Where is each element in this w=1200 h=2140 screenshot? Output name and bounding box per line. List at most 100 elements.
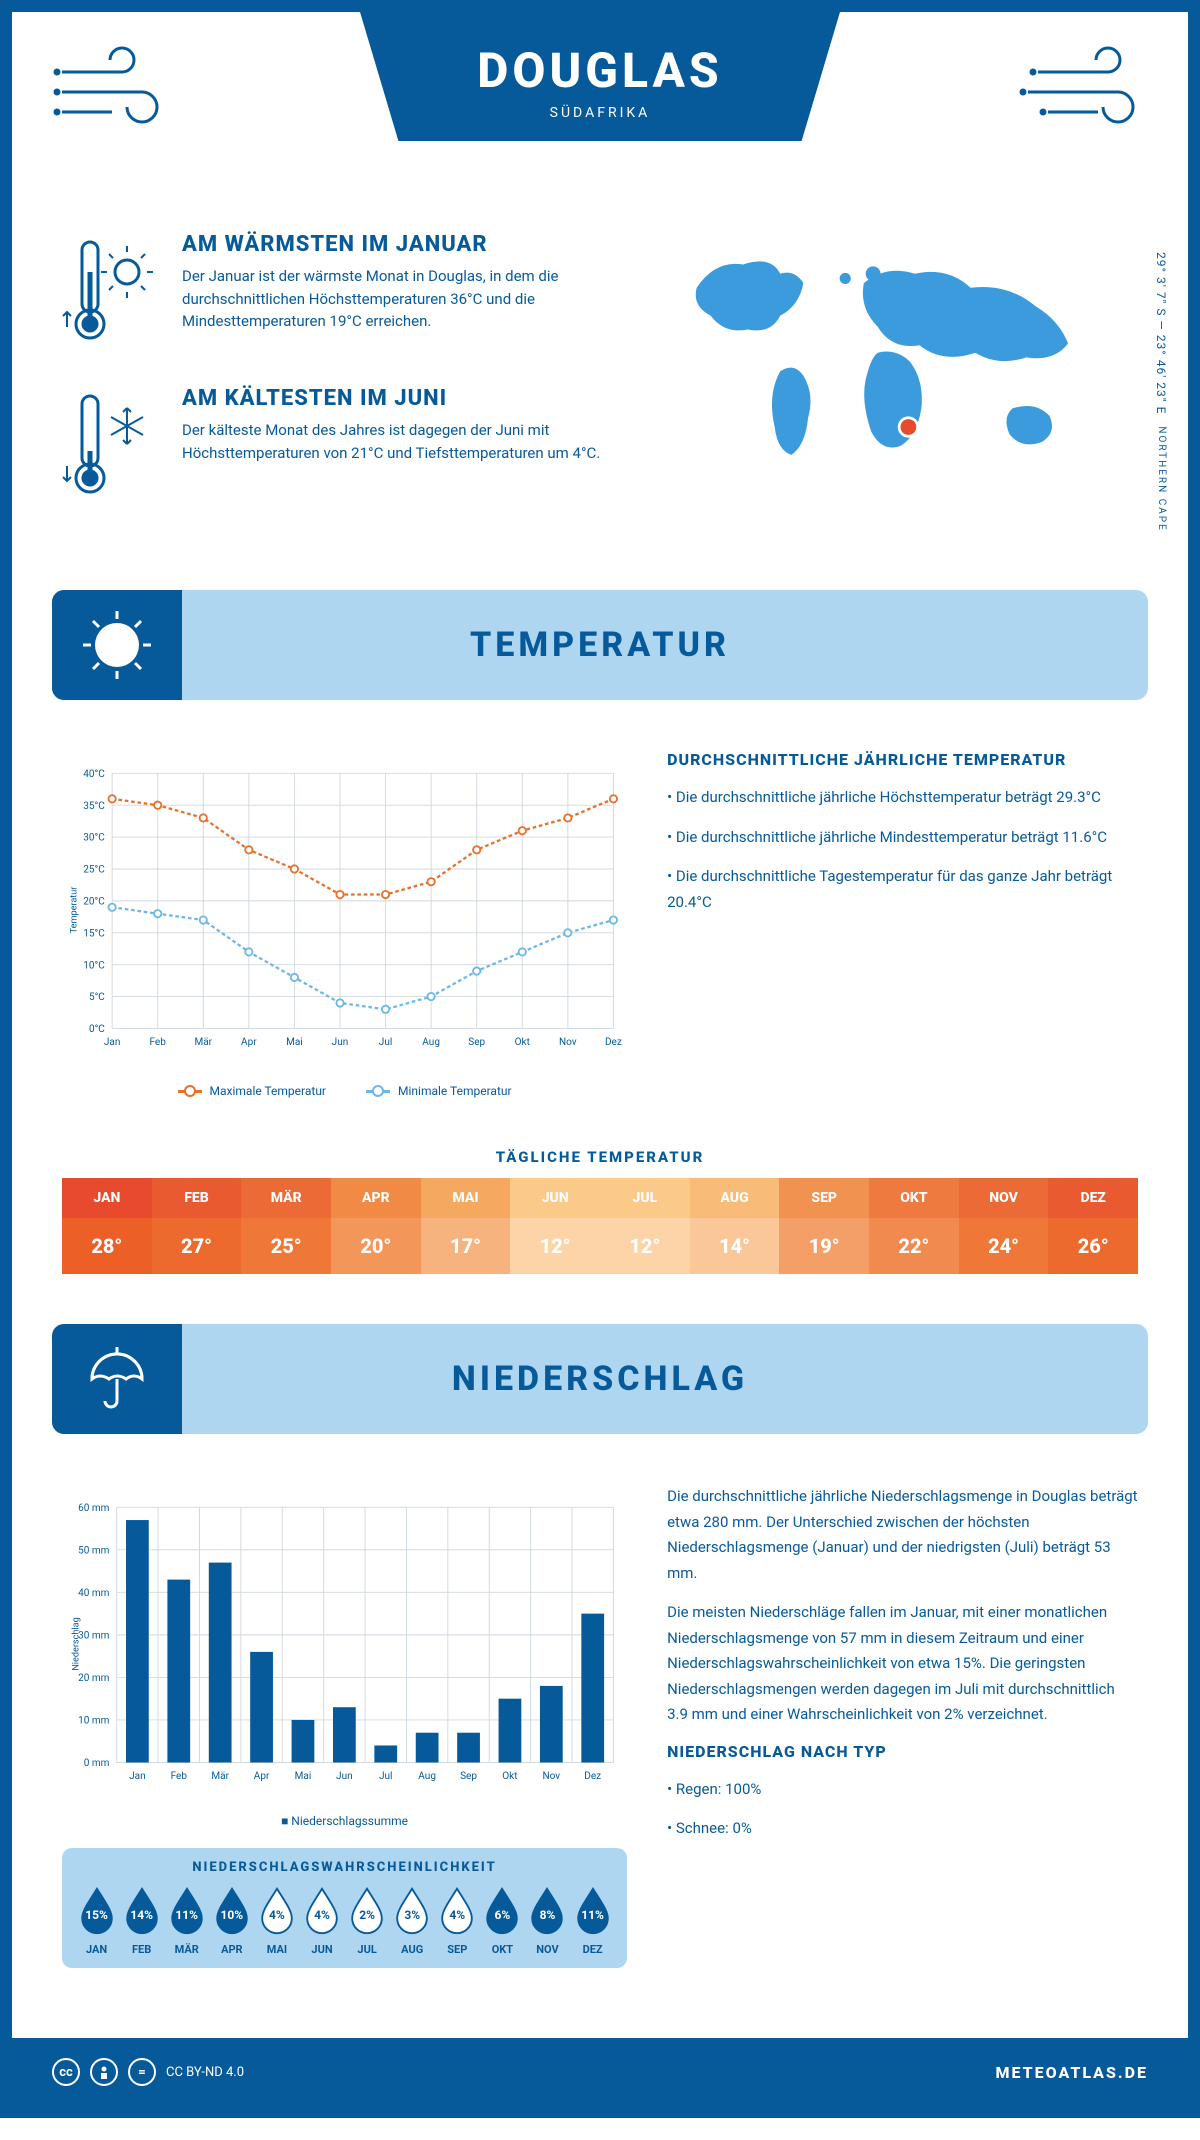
svg-text:Temperatur: Temperatur [70, 887, 80, 934]
warmest-heading: AM WÄRMSTEN IM JANUAR [182, 232, 605, 257]
site-name: METEOATLAS.DE [995, 2063, 1148, 2082]
svg-text:Jan: Jan [129, 1771, 146, 1782]
section-title: TEMPERATUR [470, 625, 730, 665]
svg-text:25°C: 25°C [83, 865, 105, 876]
drop-item: 15%JAN [74, 1885, 119, 1956]
temp-cell: APR20° [331, 1178, 421, 1274]
svg-text:30°C: 30°C [83, 833, 105, 844]
temp-cell: MÄR25° [241, 1178, 331, 1274]
svg-text:35°C: 35°C [83, 801, 105, 812]
header: DOUGLAS SÜDAFRIKA [12, 12, 1188, 232]
svg-text:Feb: Feb [150, 1037, 167, 1048]
precipitation-bar-chart: 0 mm10 mm20 mm30 mm40 mm50 mm60 mmNieder… [62, 1484, 627, 1804]
svg-text:Aug: Aug [418, 1771, 436, 1782]
temp-cell: SEP19° [779, 1178, 869, 1274]
svg-text:Mär: Mär [211, 1771, 229, 1782]
drop-item: 4%SEP [435, 1885, 480, 1956]
thermometer-cold-icon [62, 386, 162, 510]
svg-text:60 mm: 60 mm [78, 1503, 110, 1514]
svg-text:Sep: Sep [460, 1771, 477, 1782]
temp-chart-legend: .legend-item:nth-child(1) .legend-sw::af… [62, 1084, 627, 1098]
temp-summary-text: DURCHSCHNITTLICHE JÄHRLICHE TEMPERATUR •… [667, 750, 1138, 1098]
daily-temp-title: TÄGLICHE TEMPERATUR [12, 1148, 1188, 1166]
section-title: NIEDERSCHLAG [452, 1359, 748, 1399]
section-header-precipitation: NIEDERSCHLAG [52, 1324, 1148, 1434]
precip-summary-text: Die durchschnittliche jährliche Niedersc… [667, 1484, 1138, 1968]
wind-icon [52, 42, 192, 146]
svg-text:Okt: Okt [515, 1037, 530, 1048]
coldest-heading: AM KÄLTESTEN IM JUNI [182, 386, 605, 411]
cc-icon: cc [52, 2058, 80, 2086]
precip-probability-box: NIEDERSCHLAGSWAHRSCHEINLICHKEIT 15%JAN14… [62, 1848, 627, 1968]
temp-cell: OKT22° [869, 1178, 959, 1274]
svg-text:Okt: Okt [502, 1771, 517, 1782]
umbrella-icon [52, 1324, 182, 1434]
svg-text:50 mm: 50 mm [78, 1545, 110, 1556]
daily-temp-table: JAN28°FEB27°MÄR25°APR20°MAI17°JUN12°JUL1… [62, 1178, 1138, 1274]
svg-text:Mär: Mär [194, 1037, 212, 1048]
footer: cc = CC BY-ND 4.0 METEOATLAS.DE [12, 2038, 1188, 2106]
svg-text:Jul: Jul [379, 1771, 392, 1782]
page-subtitle: SÜDAFRIKA [360, 105, 840, 121]
svg-text:0 mm: 0 mm [84, 1758, 110, 1769]
drop-item: 8%NOV [525, 1885, 570, 1956]
wind-icon [1008, 42, 1148, 146]
svg-text:Jun: Jun [332, 1037, 349, 1048]
svg-text:Mai: Mai [295, 1771, 312, 1782]
drop-item: 2%JUL [345, 1885, 390, 1956]
section-header-temperature: TEMPERATUR [52, 590, 1148, 700]
svg-text:Jan: Jan [104, 1037, 121, 1048]
svg-text:10°C: 10°C [83, 960, 105, 971]
svg-text:Jul: Jul [379, 1037, 392, 1048]
svg-text:0°C: 0°C [89, 1024, 105, 1035]
svg-text:Nov: Nov [543, 1771, 561, 1782]
drop-item: 3%AUG [390, 1885, 435, 1956]
svg-text:30 mm: 30 mm [78, 1631, 110, 1642]
svg-text:40°C: 40°C [83, 769, 105, 780]
svg-text:20°C: 20°C [83, 897, 105, 908]
svg-text:20 mm: 20 mm [78, 1673, 110, 1684]
page-title: DOUGLAS [360, 42, 840, 99]
temp-cell: FEB27° [152, 1178, 242, 1274]
precip-chart-legend: ■ Niederschlagssumme [62, 1814, 627, 1828]
temp-cell: DEZ26° [1048, 1178, 1138, 1274]
drop-item: 10%APR [209, 1885, 254, 1956]
temperature-line-chart: 0°C 5°C 10°C 15°C 20°C 25°C 30°C 35°C 40°C Jan Feb… [62, 750, 627, 1070]
svg-text:Nov: Nov [559, 1037, 577, 1048]
license-text: CC BY-ND 4.0 [166, 2065, 244, 2080]
warmest-body: Der Januar ist der wärmste Monat in Doug… [182, 265, 605, 333]
sun-icon [52, 590, 182, 700]
world-map [645, 232, 1138, 492]
svg-text:Apr: Apr [241, 1037, 257, 1048]
temp-cell: MAI17° [421, 1178, 511, 1274]
svg-text:Mai: Mai [286, 1037, 303, 1048]
temp-cell: AUG14° [690, 1178, 780, 1274]
temp-cell: NOV24° [959, 1178, 1049, 1274]
temp-cell: JUN12° [510, 1178, 600, 1274]
title-banner: DOUGLAS SÜDAFRIKA [360, 12, 840, 141]
drop-item: 11%MÄR [164, 1885, 209, 1956]
temp-cell: JUL12° [600, 1178, 690, 1274]
svg-text:Dez: Dez [584, 1771, 601, 1782]
drop-item: 11%DEZ [570, 1885, 615, 1956]
svg-text:Aug: Aug [422, 1037, 440, 1048]
nd-icon: = [128, 2058, 156, 2086]
temp-cell: JAN28° [62, 1178, 152, 1274]
warmest-block: AM WÄRMSTEN IM JANUAR Der Januar ist der… [62, 232, 605, 356]
coordinates: 29° 3' 7" S — 23° 46' 23" E NORTHERN CAP… [1154, 252, 1168, 532]
svg-text:Jun: Jun [336, 1771, 353, 1782]
svg-text:Niederschlag: Niederschlag [71, 1617, 81, 1670]
coldest-body: Der kälteste Monat des Jahres ist dagege… [182, 419, 605, 464]
drop-item: 14%FEB [119, 1885, 164, 1956]
coldest-block: AM KÄLTESTEN IM JUNI Der kälteste Monat … [62, 386, 605, 510]
svg-text:Apr: Apr [254, 1771, 270, 1782]
svg-text:5°C: 5°C [89, 992, 105, 1003]
svg-text:10 mm: 10 mm [78, 1716, 110, 1727]
svg-text:15°C: 15°C [83, 928, 105, 939]
drop-item: 4%JUN [299, 1885, 344, 1956]
by-icon [90, 2058, 118, 2086]
thermometer-hot-icon [62, 232, 162, 356]
svg-text:Sep: Sep [468, 1037, 485, 1048]
drop-item: 6%OKT [480, 1885, 525, 1956]
svg-text:Dez: Dez [605, 1037, 622, 1048]
